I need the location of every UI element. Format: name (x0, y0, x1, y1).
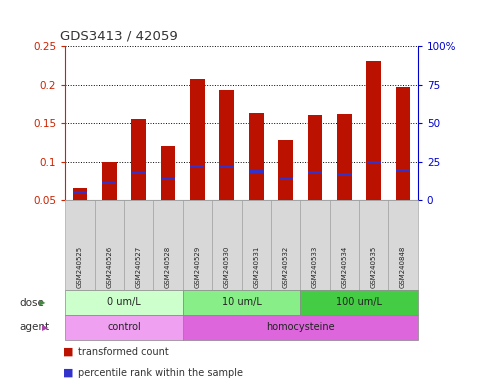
Text: control: control (107, 323, 141, 333)
Text: 0 um/L: 0 um/L (107, 298, 141, 308)
Bar (249, 113, 264, 200)
Text: ■: ■ (63, 367, 73, 377)
Text: GSM240529: GSM240529 (195, 246, 200, 288)
Bar (190, 165, 204, 167)
Text: ■: ■ (63, 346, 73, 356)
Text: GSM240528: GSM240528 (165, 246, 171, 288)
Bar (337, 114, 352, 200)
Bar (161, 178, 175, 180)
Text: ▶: ▶ (39, 298, 45, 307)
Text: GSM240848: GSM240848 (400, 246, 406, 288)
Text: transformed count: transformed count (78, 346, 169, 356)
Bar (396, 169, 410, 171)
Bar (367, 61, 381, 200)
Bar (132, 172, 146, 174)
Text: GSM240531: GSM240531 (253, 246, 259, 288)
Bar (249, 170, 263, 173)
Bar (219, 90, 234, 200)
Bar (161, 146, 175, 200)
Bar (367, 161, 381, 164)
Bar (73, 191, 87, 194)
Text: agent: agent (19, 323, 49, 333)
Bar (337, 174, 351, 176)
Text: GSM240526: GSM240526 (106, 246, 112, 288)
Bar (72, 189, 87, 200)
Bar (396, 87, 411, 200)
Text: percentile rank within the sample: percentile rank within the sample (78, 367, 243, 377)
Bar (279, 178, 293, 180)
Text: 100 um/L: 100 um/L (336, 298, 382, 308)
Text: GSM240530: GSM240530 (224, 246, 230, 288)
Text: GSM240527: GSM240527 (136, 246, 142, 288)
Text: homocysteine: homocysteine (266, 323, 335, 333)
Text: GSM240534: GSM240534 (341, 246, 347, 288)
Text: GDS3413 / 42059: GDS3413 / 42059 (60, 29, 178, 42)
Bar (278, 140, 293, 200)
Text: GSM240525: GSM240525 (77, 246, 83, 288)
Bar (102, 162, 116, 200)
Text: 10 um/L: 10 um/L (222, 298, 261, 308)
Bar (131, 119, 146, 200)
Text: ▶: ▶ (42, 323, 48, 332)
Bar (190, 79, 205, 200)
Bar (220, 166, 234, 168)
Text: GSM240532: GSM240532 (283, 246, 288, 288)
Text: GSM240533: GSM240533 (312, 246, 318, 288)
Bar (308, 115, 322, 200)
Bar (308, 171, 322, 174)
Text: GSM240535: GSM240535 (371, 246, 377, 288)
Text: dose: dose (19, 298, 44, 308)
Bar (102, 182, 116, 184)
